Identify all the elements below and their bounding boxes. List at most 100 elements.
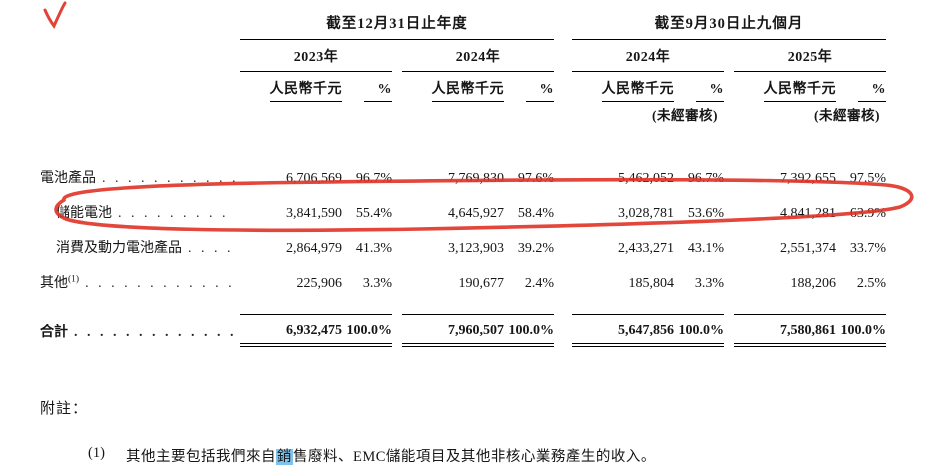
spacer-cell — [554, 72, 572, 102]
unaudited-label: (未經審核) — [652, 108, 719, 123]
pct-header: % — [342, 72, 392, 102]
spacer-cell — [392, 102, 402, 124]
footnote-number: (1) — [88, 445, 105, 461]
spacer-cell — [554, 102, 572, 124]
spacer-cell — [724, 72, 734, 102]
amount-cell: 7,392,655 — [780, 171, 837, 186]
spacer-cell — [392, 158, 402, 193]
total-pct-cell: 100.0% — [674, 314, 725, 347]
total-amount-cell: 6,932,475 — [240, 314, 342, 347]
unit-header: 人民幣千元 — [240, 72, 342, 102]
amount-cell: 3,841,590 — [286, 206, 342, 221]
unit-header: 人民幣千元 — [402, 72, 504, 102]
leader-dots: . . . . . . . . . . . . . . . . . . . . … — [188, 241, 236, 256]
row-label: 電池產品 — [40, 171, 96, 186]
spacer-cell — [724, 193, 734, 228]
year-header-2025-interim: 2025年 — [734, 40, 887, 72]
amount-cell: 4,645,927 — [448, 206, 504, 221]
row-label: 其他(1) — [40, 275, 80, 291]
pct-header: % — [674, 72, 725, 102]
spacer-cell — [724, 40, 734, 72]
spacer-cell — [724, 158, 734, 193]
footnote-ref: (1) — [68, 275, 80, 285]
amount-cell: 4,841,281 — [780, 206, 837, 221]
row-label-cell: 電池產品 . . . . . . . . . . . . . . . . . .… — [40, 158, 240, 193]
row-label: 儲能電池 — [56, 206, 112, 221]
amount-cell: 185,804 — [628, 276, 675, 291]
amount-cell: 225,906 — [296, 276, 343, 291]
spacer-cell — [724, 102, 734, 124]
total-amount-cell: 7,960,507 — [402, 314, 504, 347]
amount-cell: 6,706,569 — [286, 171, 342, 186]
pct-header: % — [836, 72, 887, 102]
amount-cell: 3,028,781 — [618, 206, 675, 221]
unit-header: 人民幣千元 — [734, 72, 837, 102]
period-group-interim: 截至9月30日止九個月 — [572, 10, 887, 40]
year-header-2023: 2023年 — [240, 40, 392, 72]
amount-cell: 190,677 — [458, 276, 505, 291]
pct-cell: 33.7% — [849, 241, 887, 256]
amount-cell: 2,551,374 — [780, 241, 837, 256]
unaudited-label: (未經審核) — [814, 108, 881, 123]
spacer-cell — [554, 315, 572, 346]
row-label-cell: 消費及動力電池產品 . . . . . . . . . . . . . . . … — [40, 228, 240, 263]
year-header-2024: 2024年 — [402, 40, 555, 72]
table-row-consumer-power-batteries: 消費及動力電池產品 . . . . . . . . . . . . . . . … — [40, 228, 886, 263]
pct-cell: 2.4% — [524, 276, 555, 291]
spacer-cell — [392, 40, 402, 72]
spacer-cell — [392, 263, 402, 298]
table-row-others: 其他(1) . . . . . . . . . . . . . . . . . … — [40, 263, 886, 298]
total-pct-cell: 100.0% — [836, 314, 887, 347]
amount-cell: 2,864,979 — [286, 241, 342, 256]
spacer-cell — [392, 228, 402, 263]
year-header-2024-interim: 2024年 — [572, 40, 725, 72]
spacer-cell — [554, 10, 572, 40]
footnote-text: 其他主要包括我們來自銷售廢料、EMC儲能項目及其他非核心業務產生的收入。 — [126, 449, 656, 465]
pct-cell: 63.9% — [849, 206, 887, 221]
amount-cell: 3,123,903 — [448, 241, 504, 256]
period-group-interim-title: 截至9月30日止九個月 — [572, 16, 887, 40]
pct-cell: 39.2% — [517, 241, 555, 256]
pct-cell: 43.1% — [687, 241, 725, 256]
period-group-annual-title: 截至12月31日止年度 — [240, 16, 555, 40]
notes-heading: 附註： — [40, 401, 89, 417]
pct-header: % — [504, 72, 555, 102]
leader-dots: . . . . . . . . . . . . . . . . . . . . … — [74, 325, 236, 340]
spacer-cell — [554, 263, 572, 298]
pct-cell: 53.6% — [687, 206, 725, 221]
pct-cell: 41.3% — [355, 241, 392, 256]
footnote-1: (1) 其他主要包括我們來自銷售廢料、EMC儲能項目及其他非核心業務產生的收入。 — [88, 445, 906, 466]
pct-cell: 3.3% — [694, 276, 725, 291]
row-label-cell: 其他(1) . . . . . . . . . . . . . . . . . … — [40, 263, 240, 298]
pct-cell: 58.4% — [517, 206, 555, 221]
revenue-breakdown-table: 截至12月31日止年度 截至9月30日止九個月 2023年 2024年 2024… — [40, 10, 887, 347]
pct-cell: 96.7% — [355, 171, 392, 186]
table-row-energy-storage-batteries: 儲能電池 . . . . . . . . . . . . . . . . . .… — [40, 193, 886, 228]
total-pct-cell: 100.0% — [504, 314, 555, 347]
spacer-cell — [40, 102, 240, 124]
selection-highlight: 銷 — [276, 449, 293, 465]
unit-header: 人民幣千元 — [572, 72, 675, 102]
pct-cell: 2.5% — [856, 276, 887, 291]
spacer-cell — [724, 228, 734, 263]
pct-cell: 97.5% — [849, 171, 887, 186]
spacer-cell — [554, 158, 572, 193]
period-group-annual: 截至12月31日止年度 — [240, 10, 555, 40]
spacer-cell — [554, 40, 572, 72]
pct-cell: 55.4% — [355, 206, 392, 221]
spacer-cell — [40, 124, 886, 158]
total-amount-cell: 5,647,856 — [572, 314, 675, 347]
leader-dots: . . . . . . . . . . . . . . . . . . . . … — [85, 276, 236, 291]
spacer-cell — [392, 315, 402, 346]
spacer-cell — [392, 72, 402, 102]
spacer-cell — [240, 102, 392, 124]
spacer-cell — [40, 10, 240, 40]
spacer-cell — [554, 193, 572, 228]
total-amount-cell: 7,580,861 — [734, 314, 837, 347]
total-label: 合計 — [40, 325, 68, 340]
leader-dots: . . . . . . . . . . . . . . . . . . . . … — [102, 171, 236, 186]
amount-cell: 2,433,271 — [618, 241, 675, 256]
amount-cell: 188,206 — [790, 276, 837, 291]
spacer-cell — [40, 40, 240, 72]
row-label-cell: 儲能電池 . . . . . . . . . . . . . . . . . .… — [40, 193, 240, 228]
